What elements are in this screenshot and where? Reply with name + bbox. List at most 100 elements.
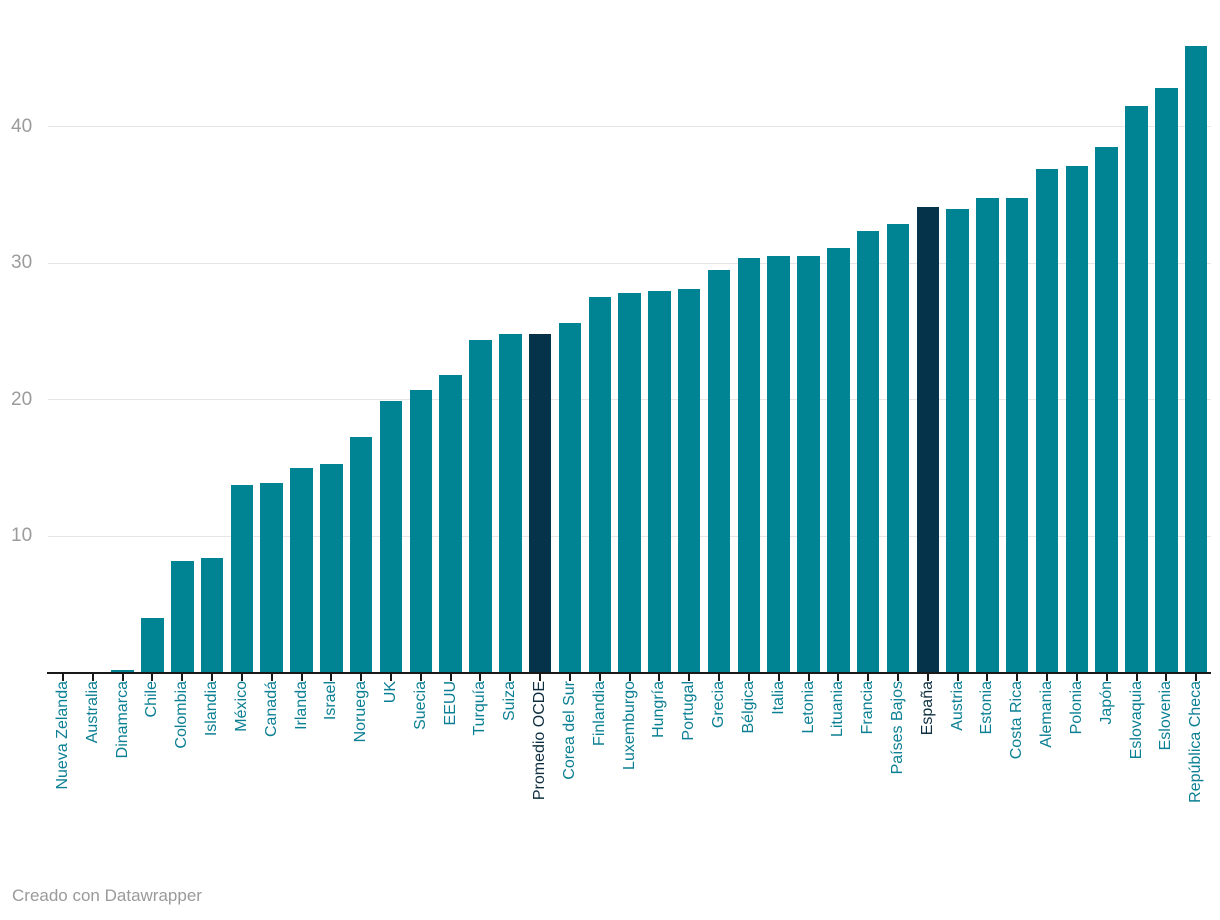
- x-axis-label-paises-bajos: Países Bajos: [888, 681, 906, 775]
- x-axis-tick-paises-bajos: [896, 674, 899, 681]
- x-axis-label-nueva-zelanda: Nueva Zelanda: [54, 681, 71, 790]
- x-axis-label-mexico: México: [232, 681, 250, 732]
- x-axis-tick-luxemburgo: [628, 674, 631, 681]
- bar-estonia: [976, 197, 999, 673]
- bar-belgica: [737, 257, 761, 673]
- gridline-30: [48, 262, 1211, 264]
- bar-mexico: [230, 484, 254, 673]
- bar-republica-checa: [1184, 46, 1208, 673]
- x-axis-label-belgica: Bélgica: [739, 681, 757, 734]
- x-axis-tick-eeuu: [449, 674, 452, 681]
- x-axis-tick-letonia: [807, 674, 810, 681]
- y-axis-tick-label-30: 30: [11, 252, 33, 274]
- x-axis-tick-chile: [151, 674, 154, 681]
- x-axis-tick-promedio-ocde: [539, 674, 542, 681]
- x-axis-tick-suecia: [419, 674, 422, 681]
- x-axis-tick-turquia: [479, 674, 482, 681]
- bar-polonia: [1065, 166, 1089, 673]
- bar-turquia: [469, 339, 492, 673]
- x-axis-tick-francia: [867, 674, 870, 681]
- bar-colombia: [171, 561, 194, 673]
- bar-eslovenia: [1155, 88, 1178, 673]
- x-axis-label-eslovenia: Eslovenia: [1157, 681, 1175, 751]
- x-axis-label-colombia: Colombia: [173, 681, 191, 749]
- x-axis-label-islandia: Islandia: [203, 681, 221, 737]
- x-axis-label-polonia: Polonia: [1067, 681, 1085, 735]
- bar-eslovaquia: [1125, 106, 1148, 673]
- bar-irlanda: [290, 468, 313, 673]
- x-axis-tick-espana: [926, 674, 929, 681]
- x-axis-tick-eslovaquia: [1135, 674, 1138, 681]
- x-axis-label-republica-checa: República Checa: [1187, 681, 1205, 803]
- x-axis-tick-corea-del-sur: [568, 674, 571, 681]
- bar-finlandia: [588, 297, 611, 673]
- x-axis-tick-islandia: [211, 674, 214, 681]
- bar-grecia: [707, 270, 731, 673]
- y-axis-tick-label-40: 40: [11, 115, 33, 137]
- x-axis-tick-portugal: [688, 674, 691, 681]
- x-axis-label-suiza: Suiza: [501, 681, 519, 722]
- y-axis-tick-label-20: 20: [11, 388, 33, 410]
- x-axis-tick-uk: [390, 674, 393, 681]
- bar-israel: [320, 464, 343, 673]
- bar-eeuu: [439, 375, 462, 673]
- x-axis-label-irlanda: Irlanda: [292, 681, 310, 730]
- x-axis-label-hungria: Hungría: [650, 681, 668, 738]
- x-axis-label-espana: España: [918, 681, 936, 736]
- x-axis-label-eeuu: EEUU: [441, 681, 459, 726]
- x-axis-label-italia: Italia: [769, 681, 787, 715]
- y-axis-tick-label-10: 10: [11, 525, 33, 547]
- x-axis-tick-irlanda: [300, 674, 303, 681]
- x-axis-tick-suiza: [509, 674, 512, 681]
- x-axis-tick-noruega: [360, 674, 363, 681]
- bar-francia: [856, 230, 880, 673]
- bar-italia: [767, 256, 790, 673]
- x-axis-tick-australia: [91, 674, 94, 681]
- bar-noruega: [349, 436, 373, 673]
- x-axis-label-finlandia: Finlandia: [590, 681, 608, 746]
- x-axis-tick-lituania: [837, 674, 840, 681]
- bar-hungria: [648, 290, 671, 673]
- x-axis-tick-hungria: [658, 674, 661, 681]
- x-axis-label-turquia: Turquía: [471, 681, 489, 736]
- bar-corea-del-sur: [558, 323, 582, 673]
- bar-letonia: [797, 256, 820, 673]
- bar-japon: [1095, 147, 1118, 673]
- x-axis-label-grecia: Grecia: [710, 681, 728, 729]
- x-axis-tick-grecia: [718, 674, 721, 681]
- x-axis-label-letonia: Letonia: [799, 681, 817, 734]
- x-axis-tick-canada: [270, 674, 273, 681]
- x-axis-label-suecia: Suecia: [411, 681, 429, 730]
- x-axis-label-costa-rica: Costa Rica: [1008, 681, 1026, 760]
- bar-luxemburgo: [618, 293, 641, 673]
- bar-costa-rica: [1005, 197, 1029, 673]
- x-axis-tick-belgica: [747, 674, 750, 681]
- x-axis-tick-japon: [1105, 674, 1108, 681]
- x-axis-label-portugal: Portugal: [680, 681, 698, 741]
- x-axis-line: [47, 672, 1211, 674]
- x-axis-label-promedio-ocde: Promedio OCDE: [531, 681, 549, 801]
- x-axis-tick-austria: [956, 674, 959, 681]
- x-axis-tick-italia: [777, 674, 780, 681]
- x-axis-tick-republica-checa: [1195, 674, 1198, 681]
- bar-canada: [260, 483, 283, 673]
- x-axis-tick-dinamarca: [121, 674, 124, 681]
- x-axis-label-francia: Francia: [859, 681, 877, 735]
- x-axis-label-corea-del-sur: Corea del Sur: [560, 681, 578, 780]
- x-axis-tick-nueva-zelanda: [62, 674, 64, 681]
- x-axis-label-australia: Australia: [83, 681, 101, 744]
- bar-promedio-ocde: [528, 334, 552, 673]
- bar-paises-bajos: [886, 223, 910, 673]
- x-axis-label-chile: Chile: [143, 681, 161, 718]
- x-axis-label-lituania: Lituania: [829, 681, 847, 738]
- x-axis-label-dinamarca: Dinamarca: [113, 681, 131, 759]
- bar-dinamarca: [111, 670, 134, 673]
- x-axis-label-estonia: Estonia: [978, 681, 996, 735]
- bar-chile: [141, 618, 164, 673]
- bar-suecia: [409, 390, 433, 673]
- gridline-40: [48, 126, 1211, 128]
- x-axis-label-alemania: Alemania: [1038, 681, 1056, 748]
- x-axis-tick-estonia: [986, 674, 989, 681]
- x-axis-label-luxemburgo: Luxemburgo: [620, 681, 638, 770]
